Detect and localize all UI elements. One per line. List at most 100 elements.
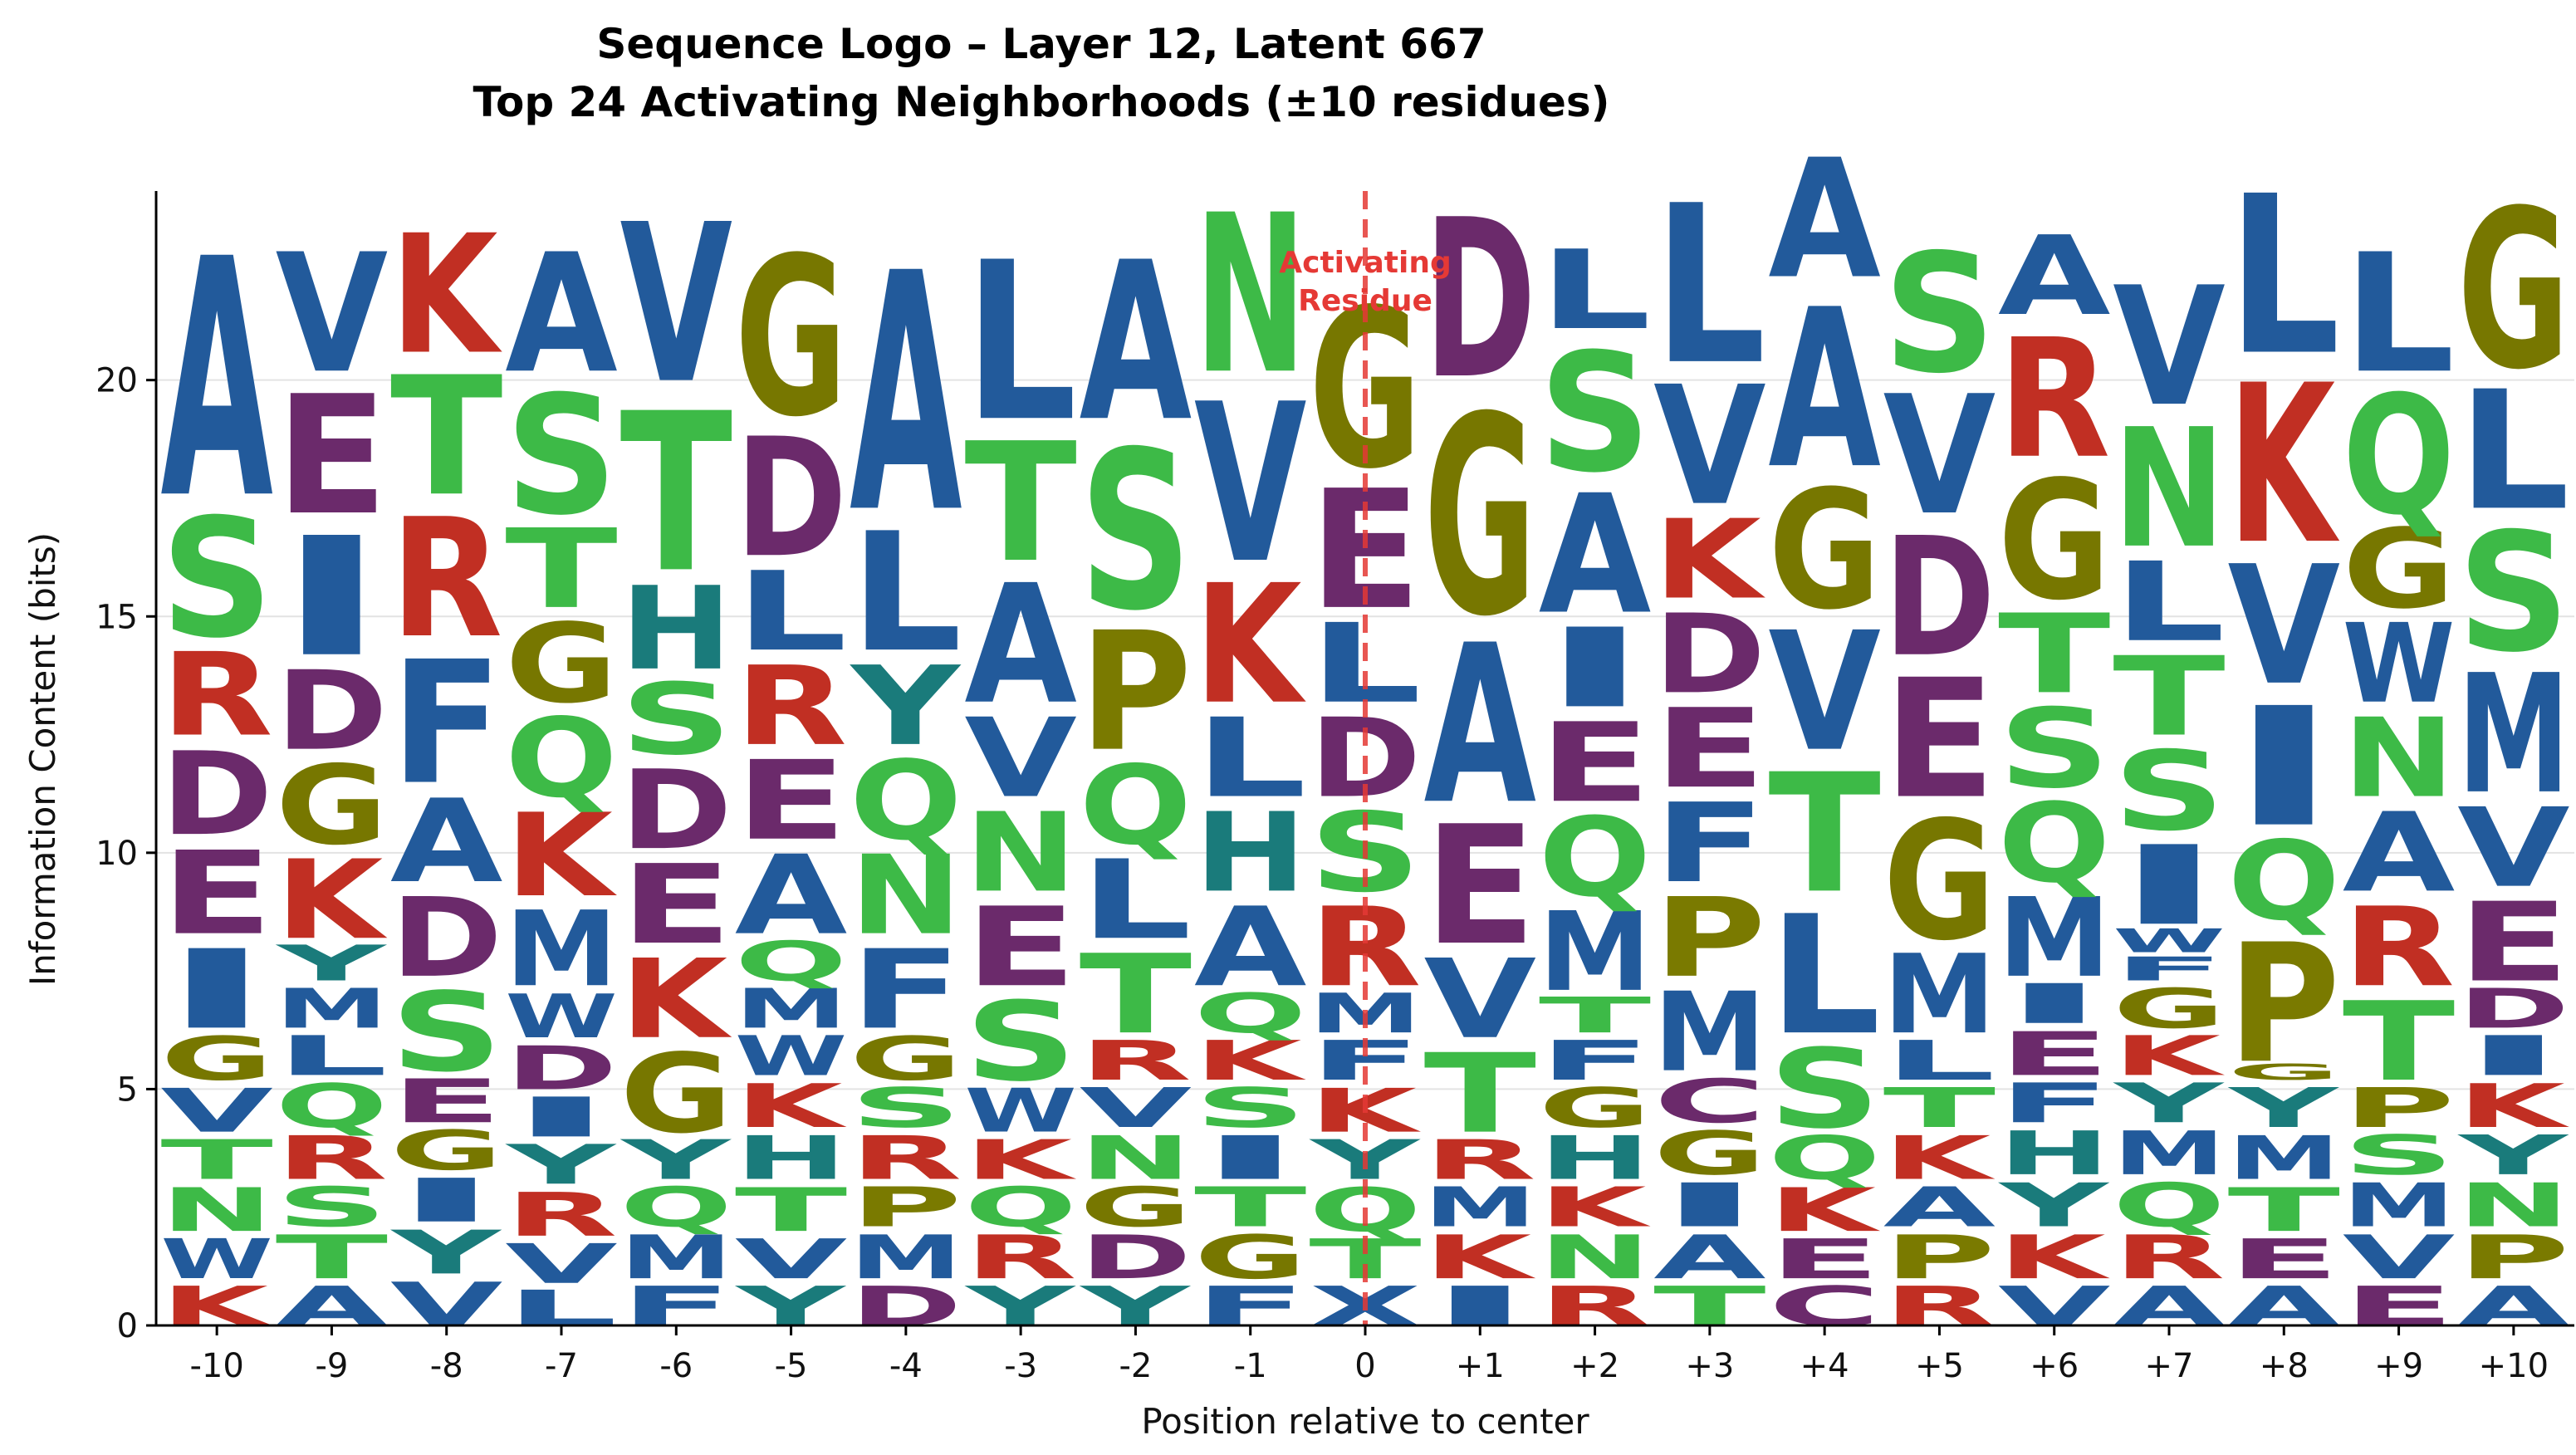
logo-letter: P <box>2457 1223 2570 1293</box>
logo-letter: T <box>1998 591 2111 718</box>
x-tick-label: +4 <box>1800 1347 1849 1385</box>
logo-letter: A <box>1998 213 2111 340</box>
y-tick-label: 0 <box>117 1307 138 1345</box>
logo-letter: S <box>620 663 732 777</box>
logo-letter: S <box>1768 1026 1881 1153</box>
logo-letter: I <box>1539 605 1651 732</box>
logo-letter: A <box>2343 789 2456 917</box>
logo-letter: R <box>1998 305 2110 495</box>
logo-letter: A <box>1653 1222 1766 1292</box>
y-tick-label: 15 <box>95 598 138 636</box>
logo-letter: M <box>505 889 618 1010</box>
logo-letter: H <box>1194 789 1306 916</box>
logo-letter: N <box>1539 1222 1652 1292</box>
logo-letter: G <box>1080 1175 1192 1239</box>
logo-letter: N <box>160 1175 273 1245</box>
x-tick-label: +7 <box>2145 1347 2194 1385</box>
logo-letter: A <box>160 189 274 571</box>
logo-letter: D <box>276 647 389 774</box>
logo-letter: M <box>2113 1119 2226 1188</box>
logo-letter: L <box>1539 227 1651 354</box>
logo-letter: P <box>1883 1223 1996 1293</box>
logo-letter: R <box>160 629 272 762</box>
logo-letter: C <box>1653 1067 1766 1137</box>
logo-letter: K <box>276 837 389 964</box>
logo-letter: G <box>1539 1076 1651 1140</box>
activating-label: Activating <box>1279 246 1451 280</box>
x-tick-label: +1 <box>1456 1347 1505 1385</box>
x-tick-label: +8 <box>2260 1347 2309 1385</box>
logo-letter: F <box>2113 950 2226 988</box>
x-ticks: -10 -9 -8 -7 -6 -5 -4 -3 -2 -1 0 +1 +2 +3 +4 +5 +6 +7 +8 +9… <box>189 1325 2549 1385</box>
logo-letter: A <box>1194 884 1307 1012</box>
logo-letter: M <box>1883 931 1996 1058</box>
logo-letter: Q <box>850 737 962 865</box>
logo-letter: Q <box>2343 362 2456 552</box>
logo-letter: V <box>2113 252 2226 442</box>
logo-letter: R <box>505 1180 618 1250</box>
logo-letter: D <box>1883 502 1996 693</box>
logo-letter: I <box>1998 972 2110 1036</box>
logo-letter: L <box>964 216 1076 470</box>
logo-letter: G <box>620 1031 732 1158</box>
logo-letter: R <box>1080 1030 1193 1093</box>
logo-letter: E <box>620 841 733 968</box>
logo-letter: M <box>1998 874 2111 1002</box>
logo-letter: A <box>850 204 963 585</box>
logo-letter: Y <box>2112 1072 2225 1135</box>
logo-letter: K <box>1194 1029 1307 1093</box>
logo-letter: Q <box>1998 781 2111 908</box>
logo-letter: G <box>2228 1060 2340 1085</box>
logo-letter: A <box>1080 216 1192 470</box>
logo-letter: S <box>390 969 503 1096</box>
logo-letter: Q <box>2113 1171 2226 1241</box>
logo-letter: A <box>1424 599 1536 853</box>
logo-letter: P <box>850 1175 962 1239</box>
logo-letter: E <box>2457 879 2570 1007</box>
logo-letter: M <box>2228 1124 2341 1193</box>
logo-letter: L <box>2228 149 2340 404</box>
logo-letter: T <box>735 1175 848 1245</box>
logo-letter: M <box>2457 639 2570 830</box>
x-tick-label: -9 <box>315 1347 348 1385</box>
logo-letter: E <box>160 827 273 961</box>
x-tick-label: -7 <box>545 1347 578 1385</box>
logo-letter: M <box>735 977 847 1041</box>
logo-letter: N <box>1194 169 1307 423</box>
logo-letter: W <box>505 981 618 1051</box>
x-tick-label: -6 <box>659 1347 693 1385</box>
x-tick-label: -4 <box>889 1347 923 1385</box>
logo-letter: F <box>850 927 962 1054</box>
logo-letter: S <box>2457 498 2570 688</box>
logo-letter: R <box>276 1123 389 1193</box>
x-tick-label: +9 <box>2374 1347 2423 1385</box>
logo-letter: Q <box>276 1071 389 1141</box>
logo-letter: G <box>2343 506 2455 633</box>
logo-letter: N <box>2343 694 2455 821</box>
logo-letter: D <box>735 403 848 594</box>
logo-letter: L <box>2113 539 2225 666</box>
logo-letter: E <box>2228 1227 2341 1291</box>
logo-letter: V <box>735 1227 847 1291</box>
y-ticks: 0 5 10 15 20 <box>95 362 156 1345</box>
x-tick-label: +6 <box>2030 1347 2079 1385</box>
logo-letter: A <box>1539 460 1652 650</box>
logo-letter: Y <box>620 1129 732 1192</box>
logo-letter: S <box>505 361 618 551</box>
logo-letter: Y <box>850 643 962 770</box>
x-tick-label: +3 <box>1685 1347 1734 1385</box>
logo-letter: A <box>964 550 1077 740</box>
logo-letter: R <box>2343 884 2455 1011</box>
logo-letter: I <box>1194 1123 1306 1193</box>
y-axis-label: Information Content (bits) <box>22 532 63 986</box>
logo-letter: I <box>2228 673 2340 864</box>
x-tick-label: -1 <box>1234 1347 1267 1385</box>
logo-letter: V <box>1194 357 1306 611</box>
logo-letter: G <box>390 1119 502 1183</box>
logo-letter: T <box>1768 738 1881 929</box>
logo-letter: V <box>2228 531 2341 721</box>
x-tick-label: +2 <box>1570 1347 1619 1385</box>
logo-letter: M <box>2343 1170 2456 1240</box>
logo-letter: A <box>1768 262 1880 517</box>
